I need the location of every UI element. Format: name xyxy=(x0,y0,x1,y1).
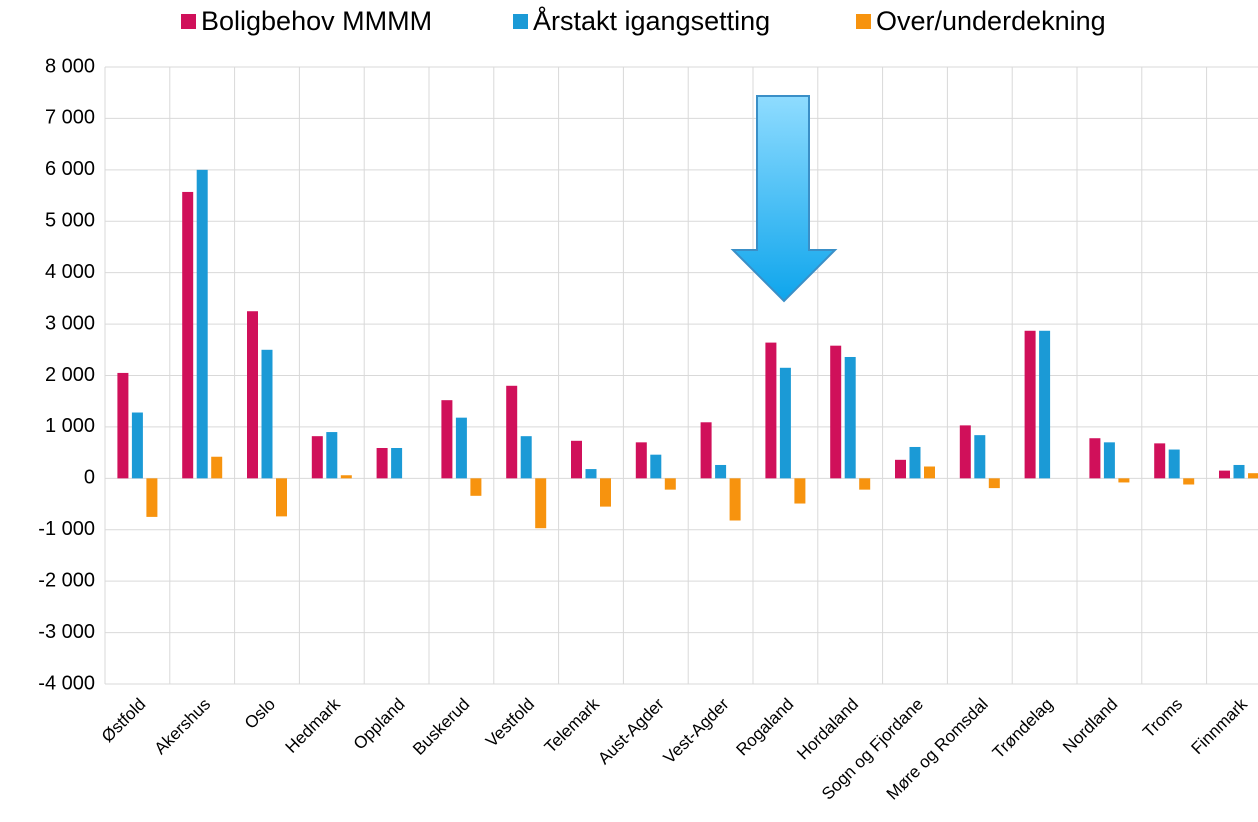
y-tick-label: -2 000 xyxy=(38,569,95,591)
bar xyxy=(859,478,871,490)
bar xyxy=(959,425,971,479)
x-tick-label: Buskerud xyxy=(409,695,473,759)
bar xyxy=(729,478,741,521)
y-tick-label: 0 xyxy=(84,467,95,489)
bar xyxy=(117,372,129,479)
x-tick-label: Vestfold xyxy=(482,695,538,751)
x-tick-label: Østfold xyxy=(98,695,150,747)
arrow-annotation xyxy=(730,95,838,303)
bar xyxy=(664,478,676,490)
bar xyxy=(535,478,547,529)
bar xyxy=(600,478,611,507)
bar xyxy=(909,446,921,479)
bar xyxy=(520,436,532,479)
legend-label: Over/underdekning xyxy=(876,6,1106,36)
y-tick-label: 2 000 xyxy=(45,364,95,386)
bar xyxy=(182,191,194,479)
x-tick-label: Hedmark xyxy=(282,694,345,757)
bar xyxy=(1168,449,1180,479)
bar xyxy=(571,440,582,479)
bar xyxy=(1039,330,1051,479)
y-tick-label: 7 000 xyxy=(45,107,95,129)
bar xyxy=(765,342,777,479)
bar xyxy=(146,478,158,517)
bar xyxy=(1233,464,1245,479)
x-tick-label: Hordaland xyxy=(793,695,862,764)
legend-label: Boligbehov MMMM xyxy=(201,6,432,36)
bar xyxy=(1154,443,1166,479)
bar xyxy=(247,311,258,479)
bar xyxy=(844,356,856,479)
bar xyxy=(470,478,482,496)
bar xyxy=(1219,470,1230,479)
x-tick-label: Aust-Agder xyxy=(594,694,668,768)
bar xyxy=(1103,442,1115,479)
bar xyxy=(1248,473,1258,479)
bar xyxy=(211,456,223,479)
bar xyxy=(988,478,1000,489)
x-tick-label: Vest-Agder xyxy=(660,694,733,767)
y-tick-label: 3 000 xyxy=(45,312,95,334)
bar xyxy=(340,475,352,479)
bars xyxy=(117,169,1258,529)
legend-label: Årstakt igangsetting xyxy=(533,5,770,36)
bar xyxy=(1183,478,1195,485)
y-tick-label: -4 000 xyxy=(38,672,95,694)
bar xyxy=(455,417,467,479)
x-tick-label: Trøndelag xyxy=(989,695,1057,763)
bar xyxy=(700,422,712,479)
y-tick-label: 4 000 xyxy=(45,261,95,283)
x-tick-label: Akershus xyxy=(151,695,215,759)
bar xyxy=(131,412,143,479)
bar xyxy=(1089,438,1101,479)
y-tick-label: 6 000 xyxy=(45,158,95,180)
legend-swatch xyxy=(181,14,196,29)
bar xyxy=(830,345,842,479)
grid xyxy=(104,66,1258,685)
bar xyxy=(635,442,647,479)
bar xyxy=(196,169,208,479)
bar xyxy=(276,478,287,517)
x-tick-label: Telemark xyxy=(541,694,604,757)
x-tick-label: Oslo xyxy=(241,695,279,733)
bar xyxy=(391,447,403,479)
bar xyxy=(895,459,906,479)
bar xyxy=(779,367,791,479)
y-tick-label: 8 000 xyxy=(45,55,95,77)
bar xyxy=(1118,478,1130,483)
y-tick-label: -1 000 xyxy=(38,518,95,540)
bar xyxy=(261,349,273,479)
x-tick-label: Finnmark xyxy=(1187,694,1251,758)
bar xyxy=(650,454,662,479)
x-tick-label: Nordland xyxy=(1059,695,1121,757)
x-tick-label: Rogaland xyxy=(733,695,798,760)
bar xyxy=(585,469,597,479)
bar xyxy=(715,464,727,479)
bar xyxy=(506,385,518,479)
legend-swatch xyxy=(513,14,528,29)
bar xyxy=(311,436,323,479)
y-tick-label: -3 000 xyxy=(38,621,95,643)
x-tick-label: Troms xyxy=(1139,695,1186,742)
y-tick-label: 5 000 xyxy=(45,210,95,232)
bar xyxy=(794,478,806,504)
bar xyxy=(376,447,388,479)
bar xyxy=(441,400,453,479)
bar xyxy=(974,435,986,479)
x-tick-label: Oppland xyxy=(350,695,409,754)
legend-swatch xyxy=(856,14,871,29)
y-tick-label: 1 000 xyxy=(45,415,95,437)
bar xyxy=(924,466,935,479)
bar xyxy=(326,432,338,479)
bar xyxy=(1024,330,1036,479)
